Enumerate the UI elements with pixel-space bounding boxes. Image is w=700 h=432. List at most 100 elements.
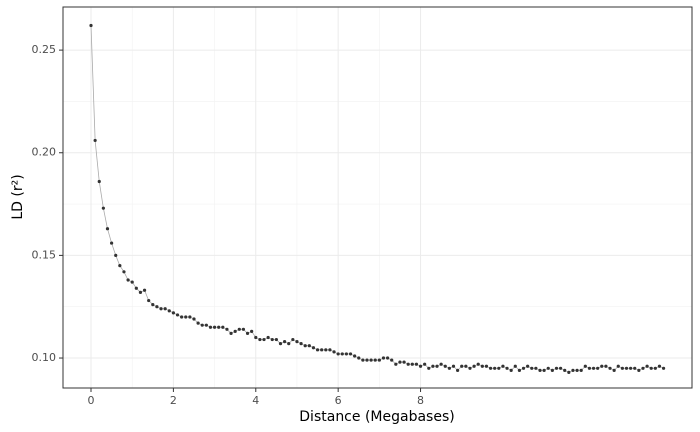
data-point — [509, 368, 513, 372]
data-point — [167, 309, 171, 313]
data-point — [270, 337, 274, 342]
data-point — [114, 253, 118, 257]
data-point — [546, 366, 550, 370]
data-point — [484, 364, 489, 368]
data-point — [283, 340, 287, 344]
data-point — [439, 362, 443, 366]
data-point — [147, 298, 151, 303]
data-point — [233, 329, 237, 333]
data-point — [530, 366, 534, 370]
data-point — [324, 348, 328, 352]
data-point — [266, 335, 270, 340]
data-point — [456, 368, 460, 372]
data-point — [480, 364, 484, 368]
data-point — [291, 337, 295, 342]
data-point — [155, 305, 159, 309]
data-point — [410, 362, 414, 366]
x-tick-label: 4 — [252, 394, 259, 407]
data-point — [447, 366, 451, 370]
data-point — [365, 358, 369, 362]
data-point — [558, 366, 563, 370]
data-point — [406, 362, 410, 366]
data-point — [93, 138, 97, 143]
data-point — [657, 364, 662, 368]
data-point — [344, 352, 349, 356]
data-point — [303, 344, 307, 348]
data-point — [287, 342, 291, 346]
x-tick-label: 6 — [335, 394, 342, 407]
data-point — [130, 280, 134, 284]
data-point — [431, 364, 435, 368]
data-point — [550, 368, 554, 372]
data-point — [493, 366, 497, 370]
data-point — [192, 317, 196, 321]
data-point — [262, 337, 266, 342]
data-point — [468, 366, 472, 370]
data-point — [307, 344, 311, 348]
x-tick-label: 2 — [170, 394, 177, 407]
plot-panel — [63, 7, 692, 388]
x-tick-label: 8 — [417, 394, 424, 407]
data-point — [460, 364, 464, 368]
data-point — [435, 364, 439, 368]
data-point — [225, 327, 229, 331]
data-point — [254, 335, 258, 340]
data-point — [295, 340, 299, 344]
data-point — [377, 358, 381, 362]
data-point — [311, 346, 316, 350]
data-point — [221, 325, 225, 329]
data-point — [274, 337, 278, 342]
data-point — [554, 366, 559, 370]
data-point — [340, 352, 344, 356]
data-point — [641, 366, 645, 370]
data-point — [229, 331, 233, 335]
data-point — [394, 362, 398, 366]
data-point — [134, 286, 138, 290]
data-point — [138, 290, 143, 294]
data-point — [649, 366, 653, 370]
data-point — [241, 327, 246, 331]
data-point — [369, 358, 373, 362]
data-point — [661, 366, 666, 370]
data-point — [517, 368, 522, 372]
data-point — [348, 352, 353, 356]
data-point — [110, 241, 114, 245]
data-point — [616, 364, 620, 368]
data-point — [464, 364, 468, 368]
data-point — [567, 370, 571, 374]
data-point — [591, 366, 596, 370]
data-point — [443, 364, 447, 368]
data-point — [571, 368, 575, 372]
data-point — [596, 366, 600, 370]
x-axis-title: Distance (Megabases) — [299, 409, 454, 425]
x-tick-label: 0 — [88, 394, 95, 407]
data-point — [563, 368, 567, 372]
panel-border — [62, 6, 693, 389]
data-point — [472, 364, 476, 368]
data-point — [184, 315, 188, 319]
y-tick-label: 0.25 — [32, 43, 57, 56]
data-point — [126, 278, 130, 282]
data-point — [600, 364, 604, 368]
data-point — [604, 364, 608, 368]
data-point — [542, 368, 546, 372]
data-point — [89, 23, 93, 28]
data-point — [381, 356, 386, 360]
y-axis-title: LD (r²) — [10, 174, 26, 219]
data-point — [583, 364, 587, 368]
data-point — [250, 329, 254, 333]
data-point — [633, 366, 637, 370]
data-point — [538, 368, 542, 372]
data-point — [414, 362, 419, 366]
data-point — [188, 315, 192, 319]
data-point — [534, 366, 538, 370]
data-point — [501, 364, 505, 368]
data-point — [336, 352, 340, 356]
data-point — [526, 364, 530, 368]
data-point — [357, 356, 361, 360]
data-point — [328, 348, 332, 352]
data-point — [575, 368, 579, 372]
data-point — [245, 331, 250, 335]
data-point — [608, 366, 612, 370]
y-tick-label: 0.15 — [32, 248, 57, 261]
